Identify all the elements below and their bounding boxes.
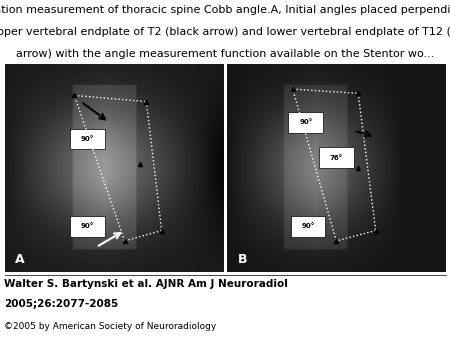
Text: 2005;26:2077-2085: 2005;26:2077-2085 <box>4 299 119 309</box>
FancyBboxPatch shape <box>291 216 325 237</box>
Text: ©2005 by American Society of Neuroradiology: ©2005 by American Society of Neuroradiol… <box>4 321 217 331</box>
Text: B: B <box>238 253 248 266</box>
Text: arrow) with the angle measurement function available on the Stentor wo...: arrow) with the angle measurement functi… <box>16 49 434 59</box>
Text: 90°: 90° <box>299 119 312 125</box>
FancyBboxPatch shape <box>319 147 354 168</box>
Text: 76°: 76° <box>330 155 343 161</box>
FancyBboxPatch shape <box>70 216 105 237</box>
Text: 90°: 90° <box>81 136 94 142</box>
Text: the upper vertebral endplate of T2 (black arrow) and lower vertebral endplate of: the upper vertebral endplate of T2 (blac… <box>0 27 450 37</box>
Text: 90°: 90° <box>302 223 315 230</box>
Text: A: A <box>15 253 25 266</box>
FancyBboxPatch shape <box>70 129 105 149</box>
Text: AJNR: AJNR <box>317 284 385 308</box>
Text: Workstation measurement of thoracic spine Cobb angle.A, Initial angles placed pe: Workstation measurement of thoracic spin… <box>0 5 450 15</box>
Text: AMERICAN JOURNAL OF NEURORADIOLOGY: AMERICAN JOURNAL OF NEURORADIOLOGY <box>284 319 418 324</box>
FancyBboxPatch shape <box>288 112 323 133</box>
Text: 90°: 90° <box>81 223 94 230</box>
Text: Walter S. Bartynski et al. AJNR Am J Neuroradiol: Walter S. Bartynski et al. AJNR Am J Neu… <box>4 279 288 289</box>
